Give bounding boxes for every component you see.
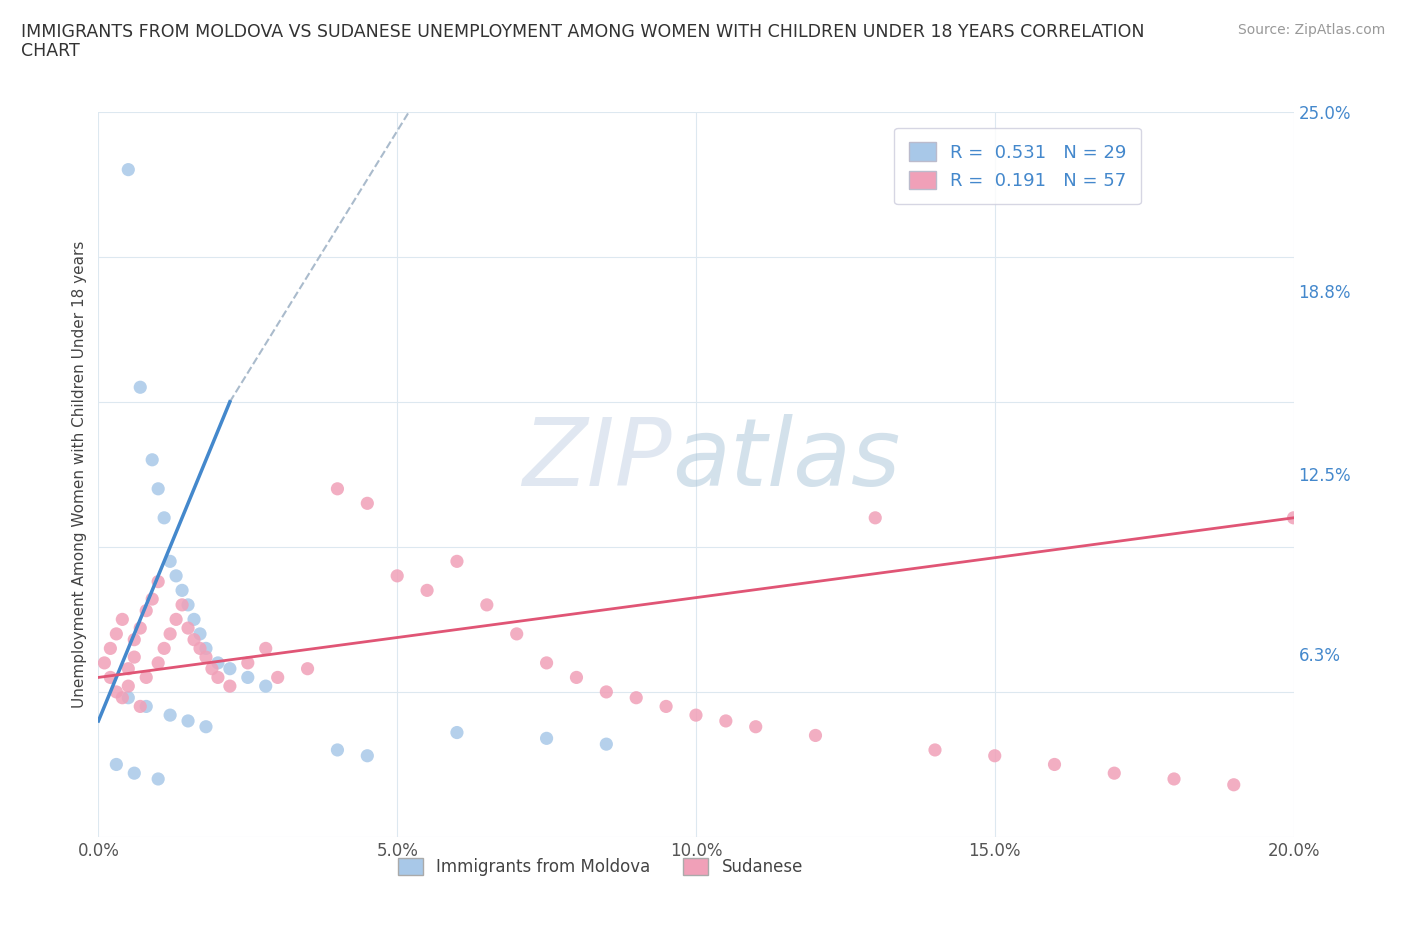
Point [153, 511, 176, 525]
Point [446, 725, 468, 740]
Point [177, 597, 200, 612]
Point [172, 583, 194, 598]
Point [98, 641, 122, 656]
Text: ZIP: ZIP [523, 414, 672, 505]
Point [416, 583, 439, 598]
Point [201, 661, 224, 676]
Point [111, 612, 134, 627]
Point [924, 742, 946, 757]
Y-axis label: Unemployment Among Women with Children Under 18 years: Unemployment Among Women with Children U… [72, 241, 87, 708]
Point [865, 511, 887, 525]
Point [183, 612, 205, 627]
Point [1104, 765, 1126, 780]
Point [159, 708, 181, 723]
Point [385, 568, 409, 583]
Point [195, 719, 218, 734]
Point [159, 627, 181, 642]
Point [148, 656, 170, 671]
Point [236, 656, 259, 671]
Point [129, 379, 152, 394]
Point [804, 728, 827, 743]
Point [141, 591, 163, 606]
Point [135, 670, 157, 684]
Point [117, 690, 139, 705]
Point [148, 772, 170, 787]
Point [188, 641, 211, 656]
Point [326, 742, 349, 757]
Point [207, 670, 229, 684]
Point [105, 684, 128, 699]
Point [254, 679, 277, 694]
Point [148, 574, 170, 589]
Point [685, 708, 707, 723]
Point [172, 597, 194, 612]
Point [984, 749, 1007, 764]
Point [1223, 777, 1246, 792]
Point [177, 713, 200, 728]
Point [135, 604, 157, 618]
Point [195, 641, 218, 656]
Point [177, 620, 200, 635]
Point [536, 656, 558, 671]
Point [326, 482, 349, 497]
Point [117, 661, 139, 676]
Point [98, 670, 122, 684]
Point [188, 627, 211, 642]
Point [219, 661, 242, 676]
Text: atlas: atlas [672, 414, 900, 505]
Point [565, 670, 588, 684]
Text: CHART: CHART [21, 42, 80, 60]
Text: Source: ZipAtlas.com: Source: ZipAtlas.com [1237, 23, 1385, 37]
Point [219, 679, 242, 694]
Point [124, 632, 146, 647]
Point [141, 452, 163, 467]
Point [446, 554, 468, 569]
Point [626, 690, 648, 705]
Point [506, 627, 529, 642]
Point [207, 656, 229, 671]
Point [93, 656, 115, 671]
Point [254, 641, 277, 656]
Point [536, 731, 558, 746]
Point [117, 162, 139, 177]
Point [105, 627, 128, 642]
Point [183, 632, 205, 647]
Point [117, 679, 139, 694]
Point [124, 765, 146, 780]
Point [135, 699, 157, 714]
Point [111, 690, 134, 705]
Point [236, 670, 259, 684]
Point [655, 699, 678, 714]
Point [148, 482, 170, 497]
Point [1282, 511, 1305, 525]
Point [129, 699, 152, 714]
Point [595, 737, 617, 751]
Point [165, 568, 187, 583]
Point [165, 612, 187, 627]
Legend: Immigrants from Moldova, Sudanese: Immigrants from Moldova, Sudanese [391, 852, 810, 883]
Point [356, 749, 378, 764]
Point [105, 757, 128, 772]
Point [1163, 772, 1185, 787]
Point [195, 650, 218, 665]
Point [297, 661, 319, 676]
Point [356, 496, 378, 511]
Point [267, 670, 290, 684]
Point [1043, 757, 1066, 772]
Text: IMMIGRANTS FROM MOLDOVA VS SUDANESE UNEMPLOYMENT AMONG WOMEN WITH CHILDREN UNDER: IMMIGRANTS FROM MOLDOVA VS SUDANESE UNEM… [21, 23, 1144, 41]
Point [159, 554, 181, 569]
Point [714, 713, 737, 728]
Point [475, 597, 498, 612]
Point [595, 684, 617, 699]
Point [745, 719, 768, 734]
Point [153, 641, 176, 656]
Point [129, 620, 152, 635]
Point [124, 650, 146, 665]
